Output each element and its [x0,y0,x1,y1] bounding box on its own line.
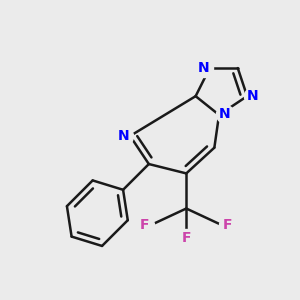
Text: N: N [198,61,210,75]
Text: N: N [219,107,231,121]
Text: N: N [118,129,129,143]
Text: F: F [182,232,191,245]
Text: F: F [223,218,233,232]
Text: F: F [140,218,149,232]
Text: N: N [247,89,259,103]
